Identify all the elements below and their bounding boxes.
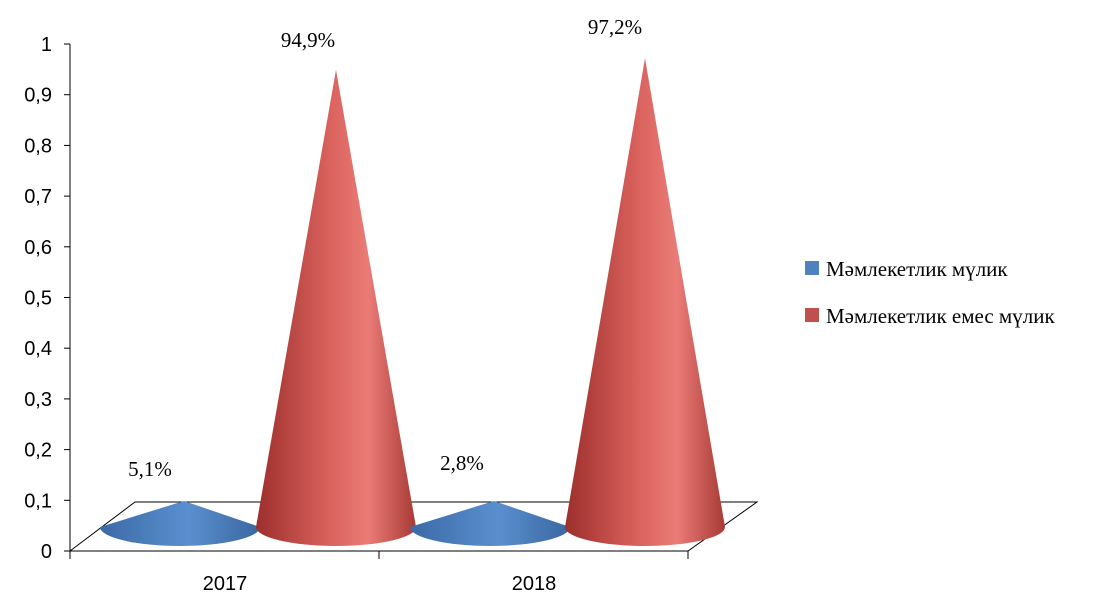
x-tick-label: 2018 <box>512 573 557 595</box>
cone-state-property-2017 <box>100 501 260 546</box>
legend-swatch-non-state-property <box>805 308 819 322</box>
data-label-state-property-2017: 5,1% <box>128 457 172 481</box>
legend-label-state-property: Мәмлекетлик мүлик <box>826 257 1008 281</box>
cone-non-state-property-2017 <box>256 69 416 547</box>
y-tick-label: 0 <box>41 541 52 563</box>
y-tick-label: 0,2 <box>24 440 52 462</box>
y-tick-label: 1 <box>41 34 52 56</box>
legend-swatch-state-property <box>805 261 819 275</box>
y-tick-label: 0,6 <box>24 237 52 259</box>
data-label-state-property-2018: 2,8% <box>440 451 484 475</box>
y-tick-label: 0,3 <box>24 389 52 411</box>
legend: Мәмлекетлик мүлик Мәмлекетлик емес мүлик <box>805 257 1055 328</box>
x-tick-label: 2017 <box>203 573 248 595</box>
y-tick-label: 0,4 <box>24 338 52 360</box>
cone-non-state-property-2018 <box>565 58 725 547</box>
y-tick-label: 0,5 <box>24 288 52 310</box>
cone-series <box>100 58 725 547</box>
y-tick-label: 0,9 <box>24 85 52 107</box>
data-labels: 5,1% 94,9% 2,8% 97,2% <box>128 15 642 481</box>
data-label-non-state-property-2018: 97,2% <box>588 15 642 39</box>
y-tick-label: 0,8 <box>24 135 52 157</box>
y-axis-ticks: 0 0,1 0,2 0,3 0,4 0,5 0,6 0,7 0,8 0,9 1 <box>24 34 70 563</box>
data-label-non-state-property-2017: 94,9% <box>281 28 335 52</box>
cone-state-property-2018 <box>410 501 570 546</box>
legend-label-non-state-property: Мәмлекетлик емес мүлик <box>826 304 1055 328</box>
y-tick-label: 0,1 <box>24 490 52 512</box>
y-tick-label: 0,7 <box>24 186 52 208</box>
chart-floor <box>68 501 759 552</box>
x-axis-ticks: 2017 2018 <box>69 551 689 595</box>
